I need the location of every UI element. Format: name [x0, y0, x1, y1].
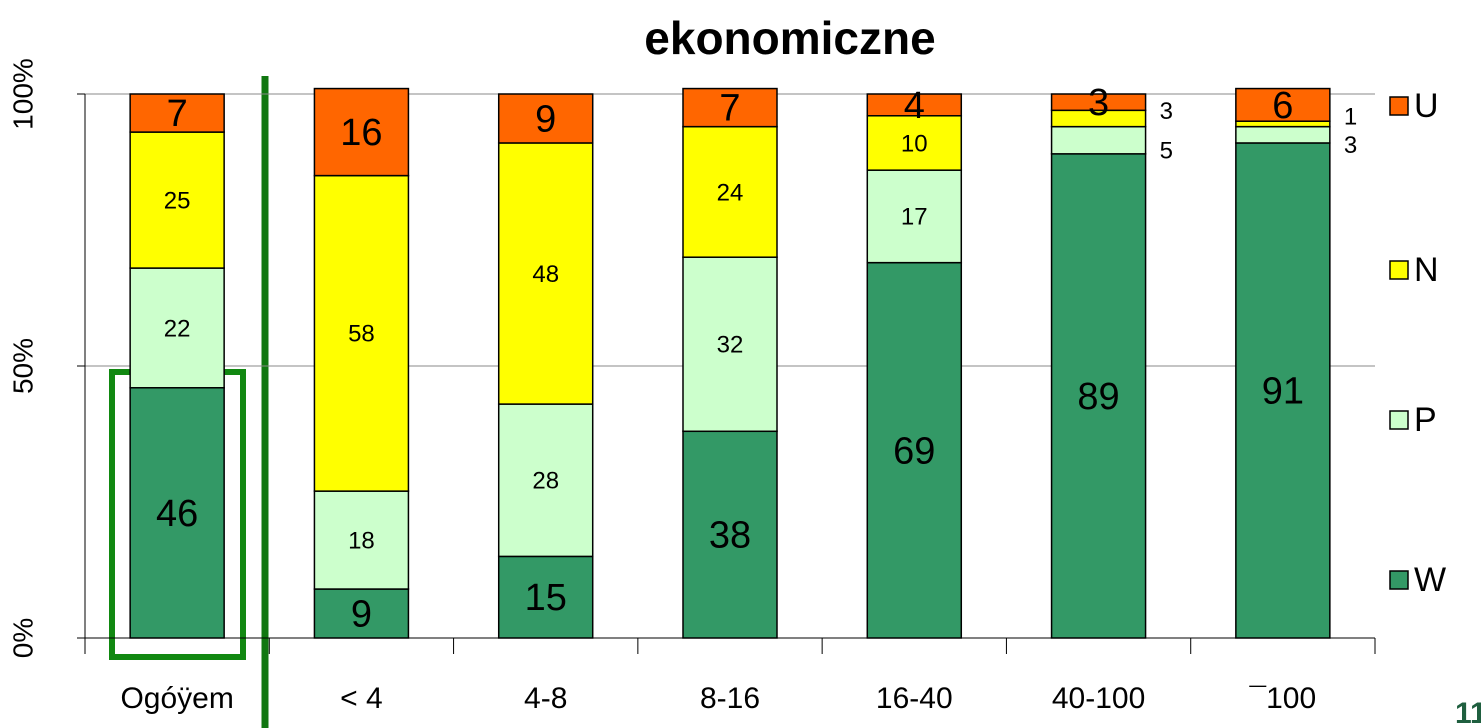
bar-segment: [866, 115, 963, 171]
chart-title: ekonomiczne: [644, 12, 935, 64]
legend-swatch: [1389, 260, 1409, 280]
y-tick-label: 100%: [7, 58, 38, 130]
bar-segment: [682, 125, 778, 258]
data-label: 48: [532, 261, 559, 288]
y-tick-label: 0%: [7, 618, 38, 658]
data-label: 89: [1077, 376, 1119, 418]
data-label: 3: [1344, 132, 1357, 159]
data-label: 46: [156, 493, 198, 535]
bar-segment: [682, 87, 778, 128]
data-label: 17: [901, 204, 928, 231]
x-tick-label: ¯100: [1249, 682, 1317, 715]
bar-segment: [497, 93, 594, 144]
data-label: 16: [340, 112, 382, 154]
bar-segment: [313, 490, 410, 590]
data-label: 9: [535, 99, 556, 141]
bar-segment: [1050, 153, 1147, 639]
data-label: 7: [167, 93, 188, 135]
data-label: 24: [717, 179, 744, 206]
bar-segment: [682, 430, 778, 639]
bar-segment: [497, 555, 594, 639]
bar-segment: [1050, 93, 1147, 112]
legend-label: W: [1414, 561, 1446, 599]
data-label: 28: [532, 468, 559, 495]
x-tick-label: 40-100: [1052, 682, 1145, 715]
data-label: 69: [893, 430, 935, 472]
bar-segment: [129, 267, 225, 389]
legend-swatch: [1389, 570, 1409, 590]
bar-segment: [129, 93, 225, 133]
data-label: 25: [164, 187, 191, 214]
data-label: 1: [1344, 103, 1357, 130]
x-tick-label: 8-16: [700, 682, 760, 715]
y-tick-label: 50%: [7, 338, 38, 394]
data-label: 4: [904, 85, 925, 127]
bar-segment: [497, 142, 594, 405]
bar-segment: [1235, 142, 1331, 639]
data-label: 3: [1088, 82, 1109, 124]
data-label: 15: [525, 577, 567, 619]
data-label: 18: [348, 527, 375, 554]
bar-segment: [129, 131, 225, 269]
bar-segment: [313, 588, 410, 639]
bar-segment: [866, 93, 963, 117]
legend-label: P: [1414, 401, 1437, 439]
data-label: 32: [717, 332, 744, 359]
data-label: 58: [348, 321, 375, 348]
data-label: 38: [709, 515, 751, 557]
data-label: 22: [164, 315, 191, 342]
bar-segment: [129, 387, 225, 639]
bar-segment: [313, 87, 410, 177]
bar-segment: [866, 261, 963, 639]
legend-swatch: [1389, 96, 1409, 116]
x-tick-label: 4-8: [524, 682, 567, 715]
data-label: 3: [1160, 98, 1173, 125]
bar-segment: [1235, 87, 1331, 122]
data-label: 7: [719, 88, 740, 130]
data-label: 91: [1262, 371, 1304, 413]
data-label: 6: [1272, 85, 1293, 127]
x-tick-label: Ogóÿem: [120, 682, 233, 715]
data-label: 5: [1160, 138, 1173, 165]
bar-segment: [682, 256, 778, 433]
data-label: 10: [901, 130, 928, 157]
x-tick-label: 16-40: [876, 682, 953, 715]
bar-segment: [313, 174, 410, 492]
legend-label: U: [1414, 87, 1439, 125]
legend-label: N: [1414, 251, 1439, 289]
data-label: 9: [351, 594, 372, 636]
legend-swatch: [1389, 410, 1409, 430]
bar-segment: [1235, 125, 1331, 144]
bar-segment: [1050, 125, 1147, 155]
page-number: 11: [1455, 697, 1481, 728]
x-tick-label: < 4: [340, 682, 383, 715]
